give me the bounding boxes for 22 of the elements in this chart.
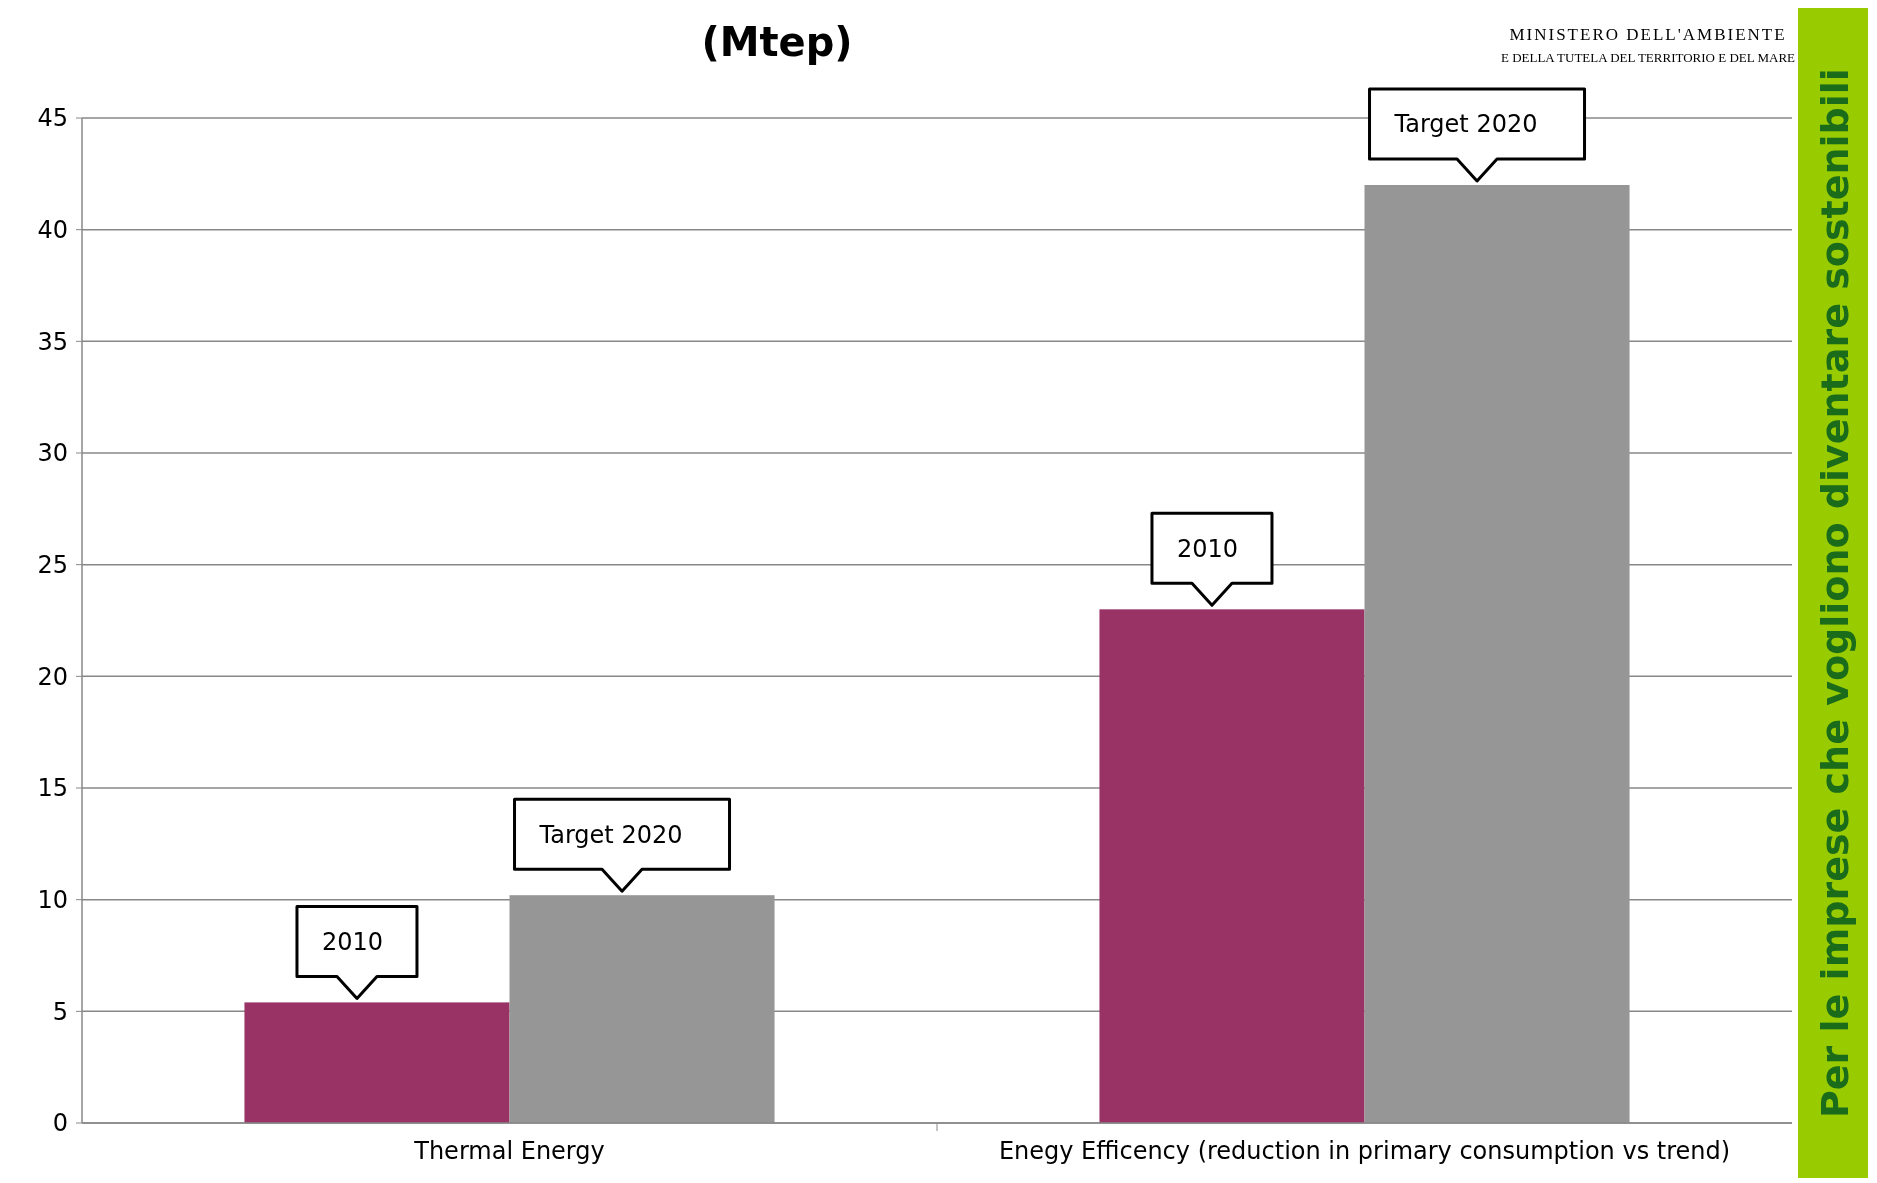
y-tick-label: 0 bbox=[52, 1109, 68, 1138]
y-tick-label: 20 bbox=[37, 662, 68, 691]
y-tick-label: 15 bbox=[37, 774, 68, 803]
x-tick-label: Thermal Energy bbox=[413, 1137, 605, 1165]
y-tick-label: 45 bbox=[37, 104, 68, 133]
annotation: Target 2020 bbox=[1393, 110, 1538, 139]
text: MINISTERO DELL'AMBIENTE bbox=[1509, 25, 1787, 44]
text: Per le imprese che vogliono diventare sostenibili bbox=[1813, 68, 1857, 1118]
annotation: 2010 bbox=[321, 927, 384, 956]
y-tick-label: 5 bbox=[52, 997, 68, 1026]
chart-title: (Mtep) bbox=[701, 19, 853, 65]
y-tick-label: 40 bbox=[37, 216, 68, 245]
y-tick-label: 25 bbox=[37, 551, 68, 580]
x-tick-label: Enegy Efficency (reduction in primary consumption vs trend) bbox=[998, 1137, 1731, 1165]
y-tick-label: 35 bbox=[37, 327, 68, 356]
bar bbox=[1099, 609, 1365, 1123]
text: E DELLA TUTELA DEL TERRITORIO E DEL MARE bbox=[1500, 50, 1796, 65]
annotation: Target 2020 bbox=[538, 820, 683, 849]
y-tick-label: 30 bbox=[37, 439, 68, 468]
annotation: 2010 bbox=[1176, 534, 1239, 563]
y-tick-label: 10 bbox=[37, 886, 68, 915]
bar bbox=[244, 1002, 510, 1123]
